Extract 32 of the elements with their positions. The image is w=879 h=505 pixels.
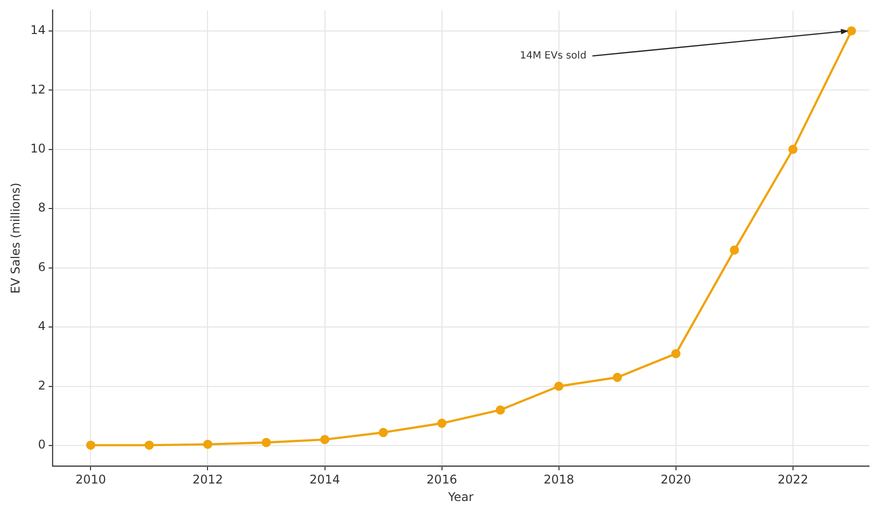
point: [437, 418, 446, 428]
point: [788, 144, 798, 154]
point: [203, 440, 212, 449]
y-tick-label: 6: [38, 260, 46, 274]
point: [671, 349, 680, 358]
y-axis-title: EV Sales (millions): [8, 182, 22, 294]
point: [86, 440, 96, 450]
point: [496, 405, 505, 415]
point: [554, 382, 564, 391]
y-tick-label: 8: [38, 200, 46, 215]
x-tick-label: 2010: [75, 472, 106, 487]
y-tick-label: 12: [30, 82, 46, 96]
y-tick-label: 0: [38, 438, 46, 452]
x-tick-label: 2016: [426, 472, 458, 487]
x-tick-label: 2020: [660, 472, 692, 487]
x-tick-label: 2022: [778, 472, 808, 487]
y-tick-label: 10: [30, 141, 46, 156]
y-tick-label: 2: [38, 378, 46, 392]
point: [612, 372, 622, 382]
point: [846, 26, 856, 36]
point: [320, 434, 330, 444]
point: [144, 440, 154, 450]
x-axis-title: Year: [447, 490, 474, 504]
point: [262, 438, 271, 448]
point: [730, 245, 740, 255]
y-tick-label: 14: [30, 23, 46, 38]
x-tick-label: 2014: [310, 472, 340, 487]
y-tick-label: 4: [38, 319, 46, 334]
point: [378, 428, 388, 438]
x-tick-label: 2012: [192, 472, 224, 487]
x-tick-label: 2018: [544, 472, 574, 487]
annotation: 14M EVs sold: [520, 50, 586, 62]
